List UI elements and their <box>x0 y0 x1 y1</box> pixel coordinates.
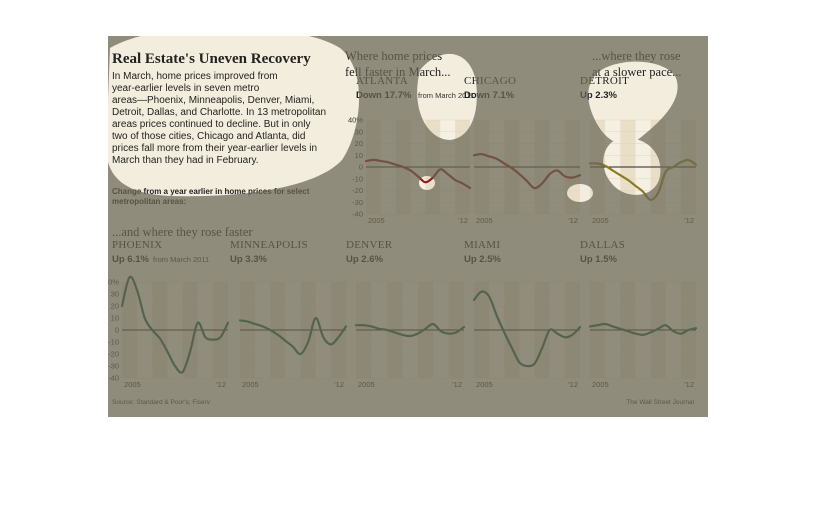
intro-line-3: areas—Phoenix, Minneapolis, Denver, Miam… <box>112 95 314 106</box>
y-tick-phoenix: -40 <box>108 374 119 383</box>
city-name-atlanta: ATLANTA <box>356 75 408 87</box>
x-tick-start-denver: 2005 <box>358 380 375 389</box>
x-tick-end-atlanta: '12 <box>458 216 468 225</box>
x-tick-start-dallas: 2005 <box>592 380 609 389</box>
intro-line-8: March than they had in February. <box>112 155 259 166</box>
city-name-chicago: CHICAGO <box>464 75 516 87</box>
y-tick-atlanta: 0 <box>359 163 363 172</box>
city-name-dallas: DALLAS <box>580 239 625 251</box>
city-name-phoenix: PHOENIX <box>112 239 162 251</box>
change-label-atlanta: Down 17.7% <box>356 90 412 101</box>
chart-dallas: DALLAS Up 1.5% 2005 '12 <box>580 239 698 389</box>
x-tick-end-phoenix: '12 <box>216 380 226 389</box>
chart-denver: DENVER Up 2.6% 2005 '12 <box>346 239 466 389</box>
x-tick-start-chicago: 2005 <box>476 216 493 225</box>
city-name-miami: MIAMI <box>464 239 500 251</box>
intro-line-7: prices fall more from their year-earlier… <box>112 143 317 154</box>
subtitle-line-1: Change from a year earlier in home price… <box>112 187 310 196</box>
change-label-denver: Up 2.6% <box>346 254 384 265</box>
y-tick-phoenix: 40% <box>108 278 119 287</box>
x-tick-start-detroit: 2005 <box>592 216 609 225</box>
chart-miami: MIAMI Up 2.5% 2005 '12 <box>464 239 582 389</box>
chart-phoenix: PHOENIX Up 6.1%from March 2011 40% 30 20 10 0 -… <box>108 239 230 389</box>
y-tick-phoenix: -20 <box>108 350 119 359</box>
x-tick-end-dallas: '12 <box>684 380 694 389</box>
x-tick-end-chicago: '12 <box>568 216 578 225</box>
section-fell-faster-line-1: Where home prices <box>345 49 442 63</box>
change-label-detroit: Up 2.3% <box>580 90 618 101</box>
chart-detroit: DETROIT Up 2.3% 2005 '12 <box>580 75 698 225</box>
infographic-title: Real Estate's Uneven Recovery <box>112 51 311 67</box>
chart-chicago: CHICAGO Down 7.1% 2005 '12 <box>464 75 582 225</box>
x-tick-end-minneapolis: '12 <box>334 380 344 389</box>
y-tick-phoenix: -10 <box>108 338 119 347</box>
infographic-panel: Real Estate's Uneven Recovery In March, … <box>108 36 708 417</box>
x-tick-start-phoenix: 2005 <box>124 380 141 389</box>
change-label-miami: Up 2.5% <box>464 254 502 265</box>
intro-line-1: In March, home prices improved from <box>112 71 278 82</box>
y-tick-atlanta: -40 <box>352 210 363 219</box>
y-tick-atlanta: 20 <box>355 139 363 148</box>
intro-line-4: Detroit, Dallas, and Charlotte. In 13 me… <box>112 107 326 118</box>
intro-line-5: areas prices continued to decline. But i… <box>112 119 310 130</box>
intro-line-6: two of those cities, Chicago and Atlanta… <box>112 131 305 142</box>
x-tick-end-miami: '12 <box>568 380 578 389</box>
intro-paragraph: In March, home prices improved from year… <box>112 71 326 166</box>
x-tick-start-miami: 2005 <box>476 380 493 389</box>
change-label-minneapolis: Up 3.3% <box>230 254 268 265</box>
x-tick-start-minneapolis: 2005 <box>242 380 259 389</box>
y-tick-phoenix: -30 <box>108 362 119 371</box>
x-tick-start-atlanta: 2005 <box>368 216 385 225</box>
y-tick-phoenix: 20 <box>111 302 119 311</box>
y-tick-atlanta: 10 <box>355 151 363 160</box>
intro-line-2: year-earlier levels in seven metro <box>112 83 260 94</box>
source-note: Source: Standard & Poor's; Fiserv <box>112 399 211 406</box>
wsj-credit: The Wall Street Journal <box>626 399 694 406</box>
infographic: Real Estate's Uneven Recovery In March, … <box>108 49 698 406</box>
chart-minneapolis: MINNEAPOLIS Up 3.3% 2005 '12 <box>230 239 348 389</box>
y-tick-atlanta: -10 <box>352 174 363 183</box>
city-name-detroit: DETROIT <box>580 75 629 87</box>
y-tick-phoenix: 0 <box>115 326 119 335</box>
y-tick-atlanta: -20 <box>352 186 363 195</box>
x-tick-end-denver: '12 <box>452 380 462 389</box>
change-label-phoenix: Up 6.1% <box>112 254 150 265</box>
change-label-chicago: Down 7.1% <box>464 90 515 101</box>
y-tick-atlanta: 30 <box>355 127 363 136</box>
section-rose-slower-line-1: ...where they rose <box>592 49 681 63</box>
from-note-phoenix: from March 2011 <box>153 255 209 264</box>
city-name-denver: DENVER <box>346 239 393 251</box>
y-tick-atlanta: -30 <box>352 198 363 207</box>
change-label-dallas: Up 1.5% <box>580 254 618 265</box>
section-rose-faster: ...and where they rose faster <box>112 225 253 239</box>
y-tick-atlanta: 40% <box>348 116 363 125</box>
y-tick-phoenix: 30 <box>111 290 119 299</box>
x-tick-end-detroit: '12 <box>684 216 694 225</box>
city-name-minneapolis: MINNEAPOLIS <box>230 239 308 251</box>
y-tick-phoenix: 10 <box>111 314 119 323</box>
subtitle-line-2: metropolitan areas: <box>112 197 186 206</box>
